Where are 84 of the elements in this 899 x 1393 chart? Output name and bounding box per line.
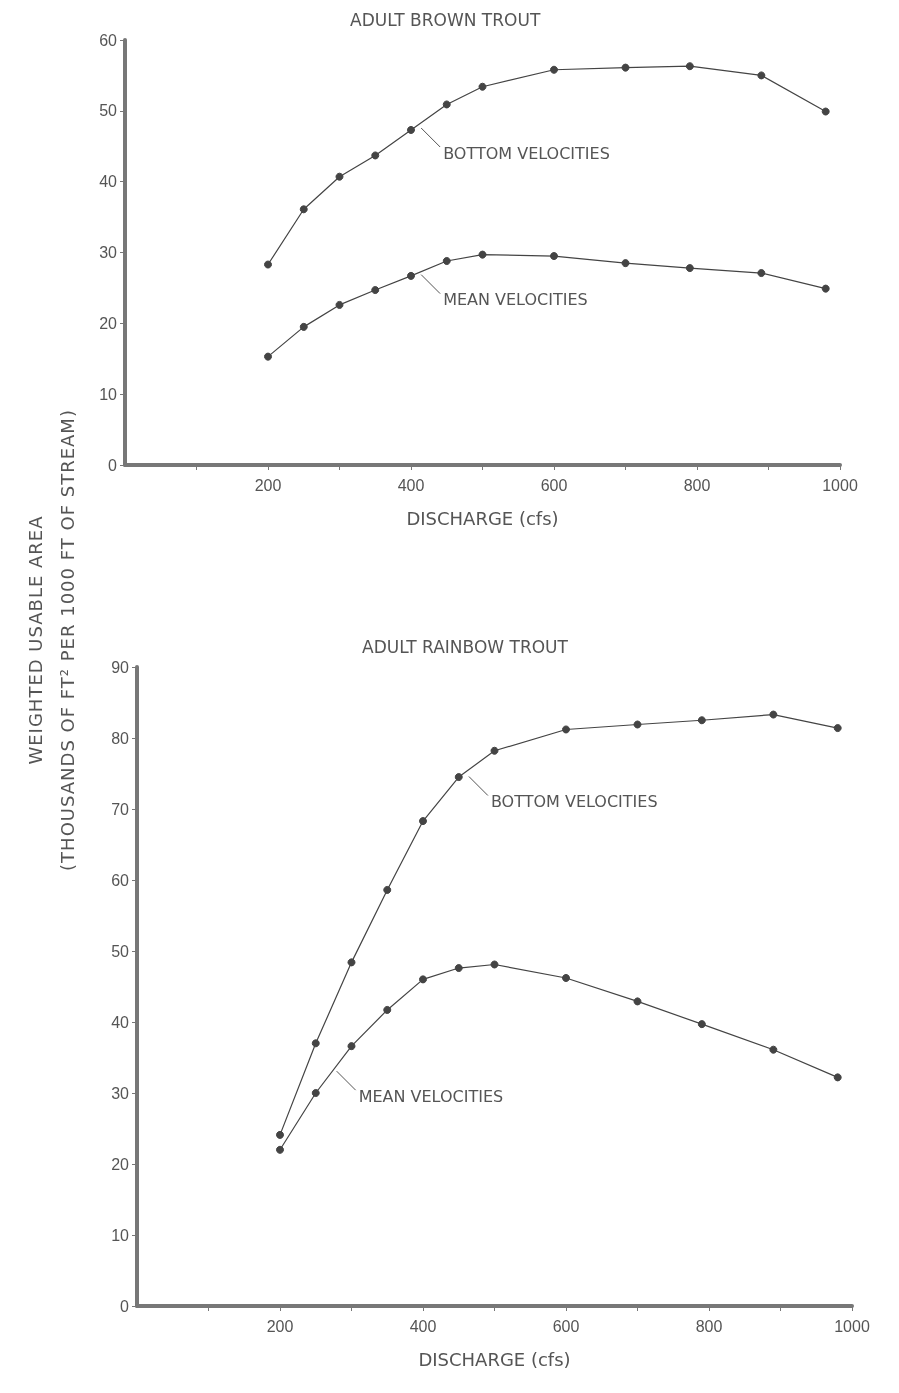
x-tick-label: 600 xyxy=(552,1317,580,1335)
point xyxy=(335,300,344,309)
annotation: BOTTOM VELOCITIES xyxy=(443,143,610,163)
point xyxy=(562,973,570,982)
x-tick-label: 800 xyxy=(683,476,711,494)
point xyxy=(276,1130,284,1139)
y-tick-label: 80 xyxy=(111,729,130,747)
y-tick-label: 20 xyxy=(111,1155,130,1173)
x-tick-label: 1000 xyxy=(822,476,858,494)
point xyxy=(697,716,706,725)
y-tick-label: 20 xyxy=(99,314,118,332)
y-tick-label: 60 xyxy=(99,31,118,49)
y-tick-label: 90 xyxy=(111,658,130,676)
point xyxy=(833,1073,842,1082)
y-tick-label: 0 xyxy=(120,1297,130,1315)
y-tick-label: 40 xyxy=(99,173,118,191)
y-axis-title: WEIGHTED USABLE AREA (THOUSANDS OF FT² PER 1000 FT OF STREAM) xyxy=(24,409,79,871)
point xyxy=(419,975,427,984)
point xyxy=(478,82,487,91)
point xyxy=(685,62,694,71)
point xyxy=(833,724,842,733)
point xyxy=(442,257,451,265)
annotation: BOTTOM VELOCITIES xyxy=(490,792,658,811)
x-tick-label: 1000 xyxy=(834,1317,870,1335)
point xyxy=(550,65,558,74)
point xyxy=(419,817,427,826)
x-axis-title: DISCHARGE (cfs) xyxy=(418,1348,571,1370)
point xyxy=(407,271,415,280)
x-tick-label: 200 xyxy=(266,1317,294,1335)
point xyxy=(685,264,694,273)
x-tick-label: 400 xyxy=(397,476,425,494)
chart-title: ADULT RAINBOW TROUT xyxy=(362,636,569,657)
point xyxy=(347,958,356,967)
x-axis-title: DISCHARGE (cfs) xyxy=(406,507,559,529)
point xyxy=(299,205,308,214)
x-tick-label: 600 xyxy=(540,476,568,494)
point xyxy=(697,1020,706,1029)
annotation: MEAN VELOCITIES xyxy=(443,290,588,310)
point xyxy=(276,1145,284,1154)
point xyxy=(490,746,499,755)
point xyxy=(371,286,380,295)
point xyxy=(478,250,487,259)
point xyxy=(490,960,499,969)
point xyxy=(769,1045,778,1054)
point xyxy=(454,964,463,973)
point xyxy=(347,1042,356,1051)
y-tick-label: 30 xyxy=(111,1084,130,1102)
y-tick-label: 0 xyxy=(108,456,118,474)
x-tick-label: 400 xyxy=(409,1317,437,1335)
y-tick-label: 10 xyxy=(99,385,118,403)
y-tick-label: 50 xyxy=(99,102,118,120)
point xyxy=(550,252,558,261)
point xyxy=(371,151,380,160)
point xyxy=(562,725,570,734)
y-tick-label: 10 xyxy=(111,1226,130,1244)
point xyxy=(633,720,642,729)
point xyxy=(757,269,766,278)
x-tick-label: 800 xyxy=(695,1317,723,1335)
point xyxy=(821,107,830,116)
chart-title: ADULT BROWN TROUT xyxy=(350,9,541,30)
point xyxy=(311,1089,320,1097)
y-tick-label: 40 xyxy=(111,1013,130,1031)
point xyxy=(757,71,766,80)
point xyxy=(299,322,308,331)
y-tick-label: 70 xyxy=(111,800,130,818)
point xyxy=(621,63,630,72)
annotation: MEAN VELOCITIES xyxy=(358,1086,504,1106)
x-tick-label: 200 xyxy=(254,476,282,494)
point xyxy=(621,259,630,268)
point xyxy=(264,260,272,269)
point xyxy=(311,1039,320,1048)
point xyxy=(335,172,344,181)
point xyxy=(442,100,451,109)
point xyxy=(264,352,272,361)
point xyxy=(383,885,392,894)
y-tick-label: 30 xyxy=(99,244,118,261)
point xyxy=(454,773,463,782)
y-tick-label: 60 xyxy=(111,871,130,889)
point xyxy=(821,284,830,293)
point xyxy=(407,125,415,134)
point xyxy=(633,997,642,1006)
y-tick-label: 50 xyxy=(111,942,130,960)
point xyxy=(769,710,778,719)
point xyxy=(383,1005,392,1014)
